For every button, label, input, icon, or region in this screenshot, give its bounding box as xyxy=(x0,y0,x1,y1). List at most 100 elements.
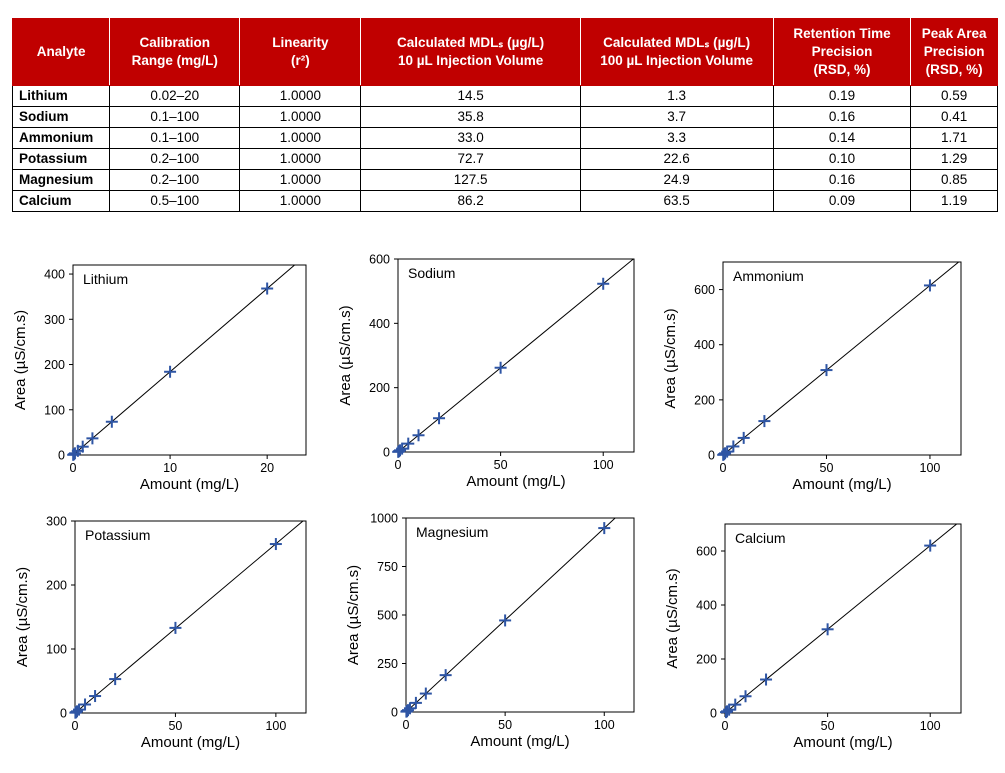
table-cell: 0.59 xyxy=(910,85,998,107)
y-tick-label: 200 xyxy=(696,653,717,667)
x-axis-label: Amount (mg/L) xyxy=(140,476,239,493)
data-point xyxy=(439,669,452,682)
data-point xyxy=(76,440,89,453)
table-cell: 0.14 xyxy=(772,127,912,149)
table-cell: 35.8 xyxy=(360,106,581,128)
y-axis-label: Area (µS/cm.s) xyxy=(14,567,31,667)
chart-title: Ammonium xyxy=(733,268,804,284)
x-axis-label: Amount (mg/L) xyxy=(141,734,240,751)
data-point xyxy=(412,429,425,442)
table-cell: 1.0000 xyxy=(239,169,362,191)
y-axis-label: Area (µS/cm.s) xyxy=(337,305,354,405)
chart-title: Lithium xyxy=(83,271,128,287)
x-tick-label: 10 xyxy=(163,461,177,475)
column-header-text: Range (mg/L) xyxy=(131,53,218,68)
column-header: Linearity (r²) xyxy=(239,18,362,86)
column-header: Analyte xyxy=(11,18,111,86)
plot-frame xyxy=(405,517,635,713)
y-tick-label: 1000 xyxy=(370,512,398,526)
table-row: Magnesium 0.2–100 1.0000 127.5 24.9 0.16 0.85 xyxy=(11,169,998,191)
data-point xyxy=(261,282,274,295)
chart-title: Magnesium xyxy=(416,524,488,540)
x-tick-label: 0 xyxy=(72,719,79,733)
data-point xyxy=(820,364,833,377)
y-tick-label: 300 xyxy=(46,515,67,529)
y-tick-label: 0 xyxy=(391,706,398,720)
y-tick-label: 0 xyxy=(58,449,65,463)
table-header-row: Analyte Calibration Range (mg/L) Linearity (… xyxy=(11,18,998,86)
y-tick-label: 0 xyxy=(710,707,717,721)
table-body: Lithium 0.02–20 1.0000 14.5 1.3 0.19 0.59 Sodiu… xyxy=(11,85,998,212)
column-header: Peak Area Precision (RSD, %) xyxy=(910,18,998,86)
x-tick-label: 50 xyxy=(494,458,508,472)
table-row: Lithium 0.02–20 1.0000 14.5 1.3 0.19 0.59 xyxy=(11,85,998,107)
data-point xyxy=(403,702,416,715)
data-point xyxy=(499,614,512,627)
fit-line xyxy=(725,524,958,713)
table-cell: 1.29 xyxy=(910,148,998,170)
table-cell: 1.19 xyxy=(910,190,998,212)
x-tick-label: 0 xyxy=(70,461,77,475)
plot-frame xyxy=(397,258,635,453)
data-point xyxy=(79,698,92,711)
chart-sodium: 0 50 100 0 200 400 600 Sodium Amount (mg/L) Area … xyxy=(337,253,635,490)
column-header-text: Linearity xyxy=(272,35,329,50)
data-point xyxy=(109,673,122,686)
x-axis-label: Amount (mg/L) xyxy=(466,473,565,490)
chart-ammonium: 0 50 100 0 200 400 600 Ammonium Amount (mg/L) Are… xyxy=(662,261,962,493)
x-tick-label: 50 xyxy=(821,719,835,733)
y-tick-label: 750 xyxy=(377,560,398,574)
data-point xyxy=(396,442,409,455)
y-axis-label: Area (µS/cm.s) xyxy=(664,568,681,668)
data-point xyxy=(760,673,773,686)
column-header-text: Precision xyxy=(811,44,873,59)
data-point xyxy=(494,361,507,374)
column-header-text: (r²) xyxy=(291,53,310,68)
y-tick-label: 400 xyxy=(694,338,715,352)
y-tick-label: 200 xyxy=(44,358,65,372)
chart-title: Calcium xyxy=(735,530,786,546)
y-tick-label: 100 xyxy=(44,403,65,417)
column-header-text: Peak Area xyxy=(921,26,987,41)
data-point xyxy=(169,621,182,634)
table-row: Ammonium 0.1–100 1.0000 33.0 3.3 0.14 1.71 xyxy=(11,127,998,149)
table-cell: 0.2–100 xyxy=(109,169,241,191)
x-axis-label: Amount (mg/L) xyxy=(792,476,891,493)
x-tick-label: 0 xyxy=(722,719,729,733)
y-tick-label: 200 xyxy=(46,579,67,593)
data-point xyxy=(727,440,740,453)
table-row: Potassium 0.2–100 1.0000 72.7 22.6 0.10 1.29 xyxy=(11,148,998,170)
data-point xyxy=(164,365,177,378)
data-point xyxy=(737,431,750,444)
table-cell: 0.5–100 xyxy=(109,190,241,212)
column-header-text: 100 µL Injection Volume xyxy=(600,53,754,68)
data-point xyxy=(89,690,102,703)
data-point xyxy=(598,522,611,535)
data-point xyxy=(86,432,99,445)
y-tick-label: 600 xyxy=(696,545,717,559)
data-point xyxy=(721,705,734,718)
results-table: Analyte Calibration Range (mg/L) Linearity (… xyxy=(11,18,998,212)
analyte-cell: Sodium xyxy=(11,106,111,128)
x-tick-label: 100 xyxy=(265,719,286,733)
data-point xyxy=(409,696,422,709)
data-point xyxy=(739,690,752,703)
table-row: Calcium 0.5–100 1.0000 86.2 63.5 0.09 1.19 xyxy=(11,190,998,212)
data-point xyxy=(394,444,407,457)
x-tick-label: 50 xyxy=(168,719,182,733)
data-point xyxy=(758,415,771,428)
data-point xyxy=(71,705,84,718)
y-tick-label: 600 xyxy=(694,283,715,297)
x-tick-label: 100 xyxy=(920,461,941,475)
table-cell: 1.0000 xyxy=(239,190,362,212)
y-tick-label: 200 xyxy=(694,393,715,407)
data-point xyxy=(105,415,118,428)
column-header-text: (RSD, %) xyxy=(813,62,871,77)
y-tick-label: 400 xyxy=(696,599,717,613)
table-cell: 22.6 xyxy=(579,148,774,170)
plot-frame xyxy=(722,261,962,456)
x-tick-label: 0 xyxy=(395,458,402,472)
column-header: Calculated MDLₛ (µg/L) 10 µL Injection Vo… xyxy=(360,18,581,86)
